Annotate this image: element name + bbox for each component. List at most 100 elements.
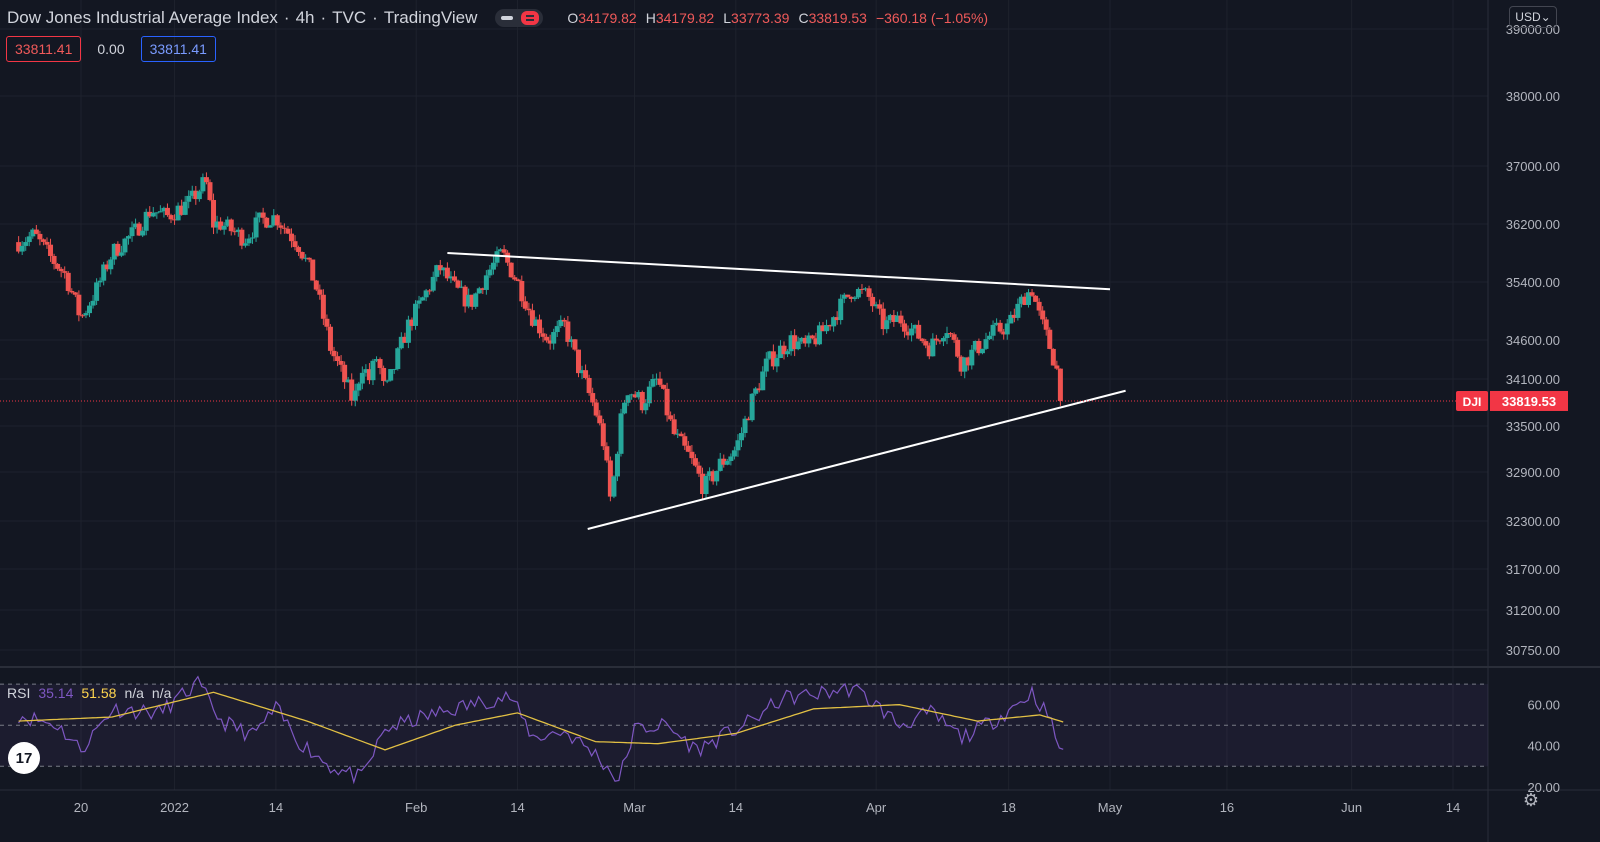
sell-button[interactable]: 33811.41 xyxy=(6,36,82,62)
x-tick-label: 14 xyxy=(1446,800,1460,815)
candle-body xyxy=(338,360,344,365)
candle-body xyxy=(232,231,238,233)
candle-body xyxy=(643,403,649,411)
candle-body xyxy=(1043,319,1049,330)
candle-body xyxy=(487,269,493,276)
symbol-title[interactable]: Dow Jones Industrial Average Index xyxy=(7,8,278,27)
buy-button[interactable]: 33811.41 xyxy=(140,36,216,62)
symbol-tag xyxy=(1456,390,1488,411)
candle-body xyxy=(944,333,950,339)
candle-body xyxy=(940,338,946,342)
candle-body xyxy=(969,349,975,366)
candle-body xyxy=(806,335,812,344)
candle-body xyxy=(455,280,461,288)
candle-body xyxy=(65,272,71,291)
candle-body xyxy=(125,236,131,239)
candle-body xyxy=(763,358,769,372)
candle-body xyxy=(692,458,698,466)
candle-body xyxy=(742,418,748,434)
candle-body xyxy=(590,393,596,403)
candle-body xyxy=(749,393,755,421)
candle-body xyxy=(785,351,791,355)
candle-body xyxy=(498,249,504,252)
candle-body xyxy=(44,241,50,245)
lower-trendline xyxy=(587,389,1126,530)
candle-body xyxy=(186,195,192,202)
y-tick-label: 37000.00 xyxy=(1506,159,1560,174)
candle-body xyxy=(707,471,713,476)
y-tick-label: 38000.00 xyxy=(1506,89,1560,104)
x-tick-label: 14 xyxy=(269,800,283,815)
candle-body xyxy=(451,276,457,281)
candle-body xyxy=(714,470,720,482)
candle-body xyxy=(767,351,773,359)
candle-body xyxy=(26,236,32,243)
candle-body xyxy=(377,359,383,368)
candle-body xyxy=(799,337,805,342)
candle-body xyxy=(69,290,75,293)
rsi-label[interactable]: RSI xyxy=(7,685,31,701)
candle-body xyxy=(838,298,844,321)
candle-body xyxy=(434,265,440,277)
rsi-tick-label: 40.00 xyxy=(1527,739,1560,754)
candle-body xyxy=(994,322,1000,325)
candle-body xyxy=(537,319,543,334)
candle-body xyxy=(320,294,326,319)
candle-body xyxy=(724,461,730,465)
candle-body xyxy=(841,294,847,299)
candle-body xyxy=(161,207,167,212)
visibility-toggle[interactable] xyxy=(495,9,544,27)
candle-body xyxy=(650,379,656,387)
candle-body xyxy=(958,356,964,372)
candle-body xyxy=(296,247,302,252)
candle-body xyxy=(264,217,270,228)
candle-body xyxy=(629,394,635,396)
currency-selector[interactable]: USD ⌄ xyxy=(1509,6,1557,28)
candle-body xyxy=(278,225,284,228)
tradingview-logo-icon[interactable]: 17 xyxy=(8,742,40,774)
candle-body xyxy=(140,230,146,236)
candle-body xyxy=(685,445,691,452)
candle-body xyxy=(848,296,854,299)
candle-body xyxy=(508,262,514,278)
candle-body xyxy=(558,319,564,327)
gear-icon[interactable]: ⚙ xyxy=(1522,789,1540,810)
candle-body xyxy=(813,338,819,345)
y-tick-label: 31200.00 xyxy=(1506,603,1560,618)
x-tick-label: 14 xyxy=(729,800,743,815)
candle-body xyxy=(48,244,54,256)
candle-body xyxy=(363,369,369,373)
candle-body xyxy=(16,242,22,252)
candle-body xyxy=(37,233,43,240)
candle-body xyxy=(51,255,57,264)
candle-body xyxy=(611,476,617,497)
last-price-tag xyxy=(1490,390,1568,411)
candle-body xyxy=(381,367,387,381)
candle-body xyxy=(572,339,578,350)
candle-body xyxy=(207,182,213,200)
candle-body xyxy=(792,335,798,350)
rsi-value: 35.14 xyxy=(38,685,74,701)
candle-body xyxy=(203,177,209,183)
candle-body xyxy=(622,402,628,414)
candle-body xyxy=(94,282,100,301)
candle-body xyxy=(678,433,684,437)
y-tick-label: 32900.00 xyxy=(1506,465,1560,480)
candle-body xyxy=(292,241,298,248)
candle-body xyxy=(923,341,929,346)
change-value: −360.18 (−1.05%) xyxy=(875,10,989,26)
low-value: 33773.39 xyxy=(731,10,790,26)
candle-body xyxy=(1050,348,1056,366)
candle-body xyxy=(937,340,943,342)
candle-body xyxy=(675,433,681,435)
y-tick-label: 35400.00 xyxy=(1506,275,1560,290)
x-tick-label: Apr xyxy=(866,800,887,815)
close-label: C xyxy=(798,10,809,26)
candle-body xyxy=(682,436,688,446)
candle-body xyxy=(494,251,500,263)
candle-body xyxy=(1057,368,1063,401)
interval-label[interactable]: 4h xyxy=(295,8,315,27)
candle-body xyxy=(1001,331,1007,335)
candle-body xyxy=(221,225,227,230)
